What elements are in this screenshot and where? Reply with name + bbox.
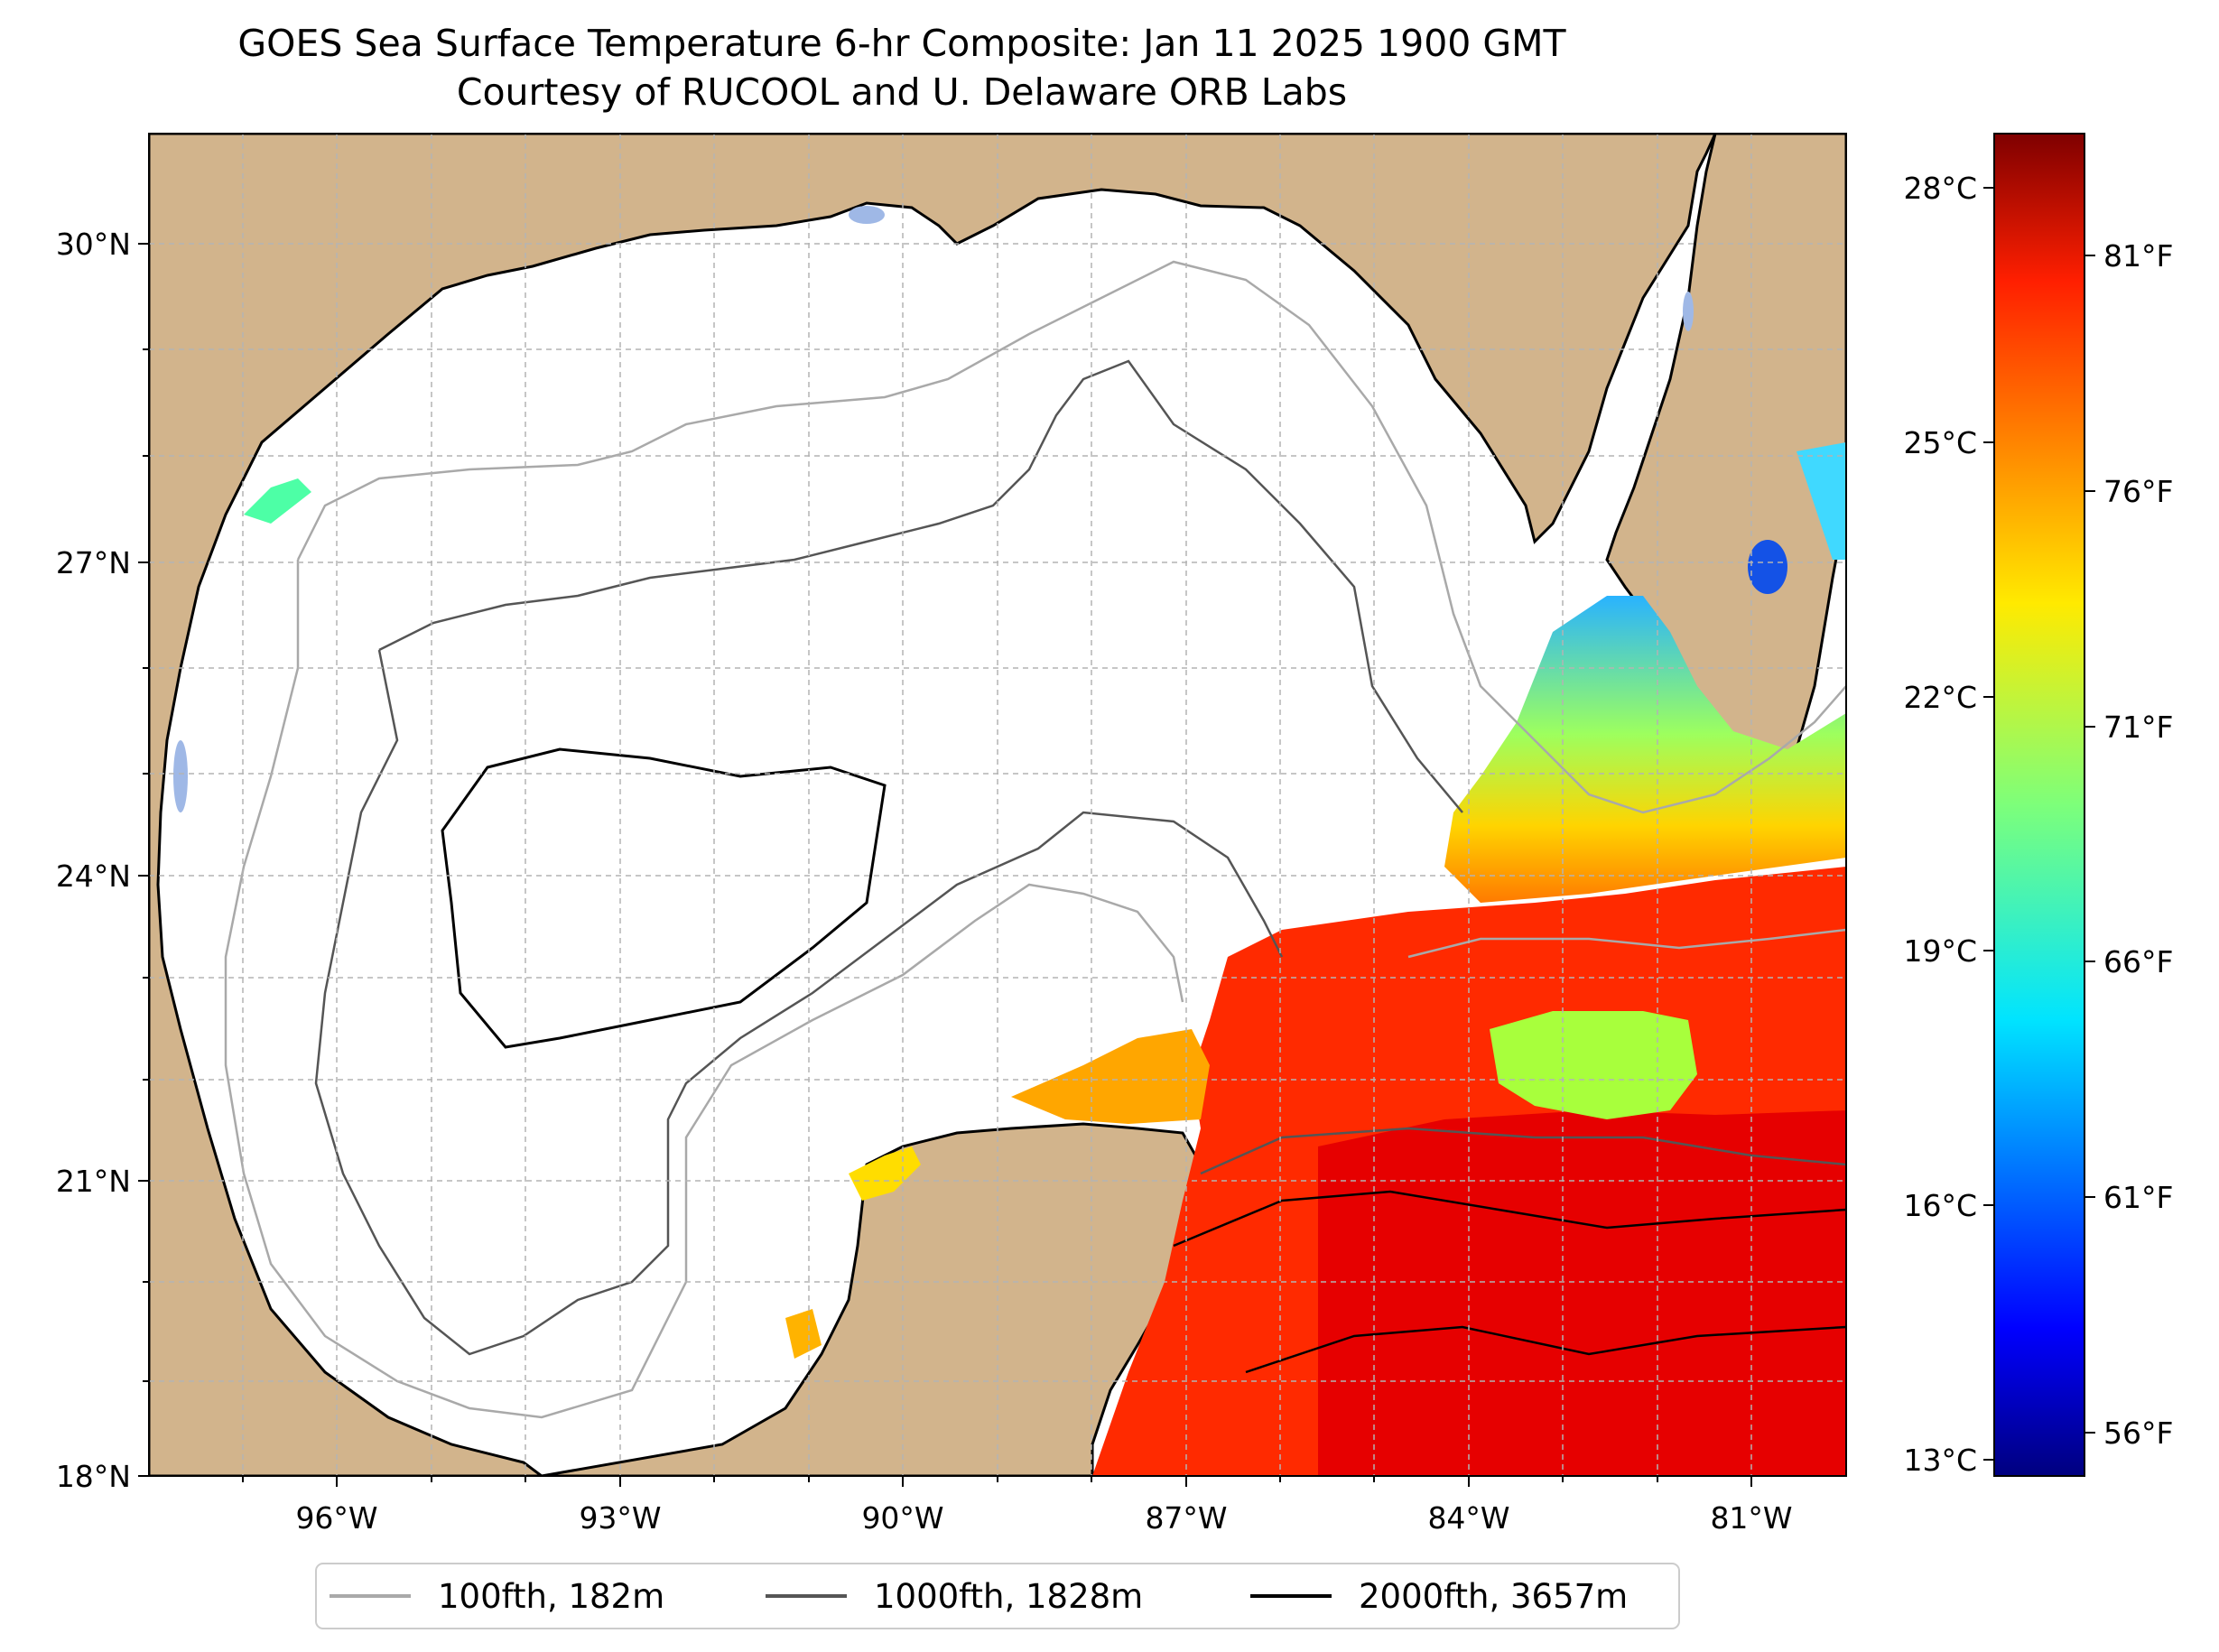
contour-caribbean-2000 bbox=[1173, 1190, 1846, 1374]
sst-deep-red bbox=[1318, 1110, 1846, 1476]
sst-eastern-gulf bbox=[1444, 596, 1846, 903]
legend-box bbox=[315, 1563, 1680, 1629]
cb-f-81: 81°F bbox=[2103, 238, 2173, 274]
lon-label-87: 87°W bbox=[1145, 1500, 1227, 1536]
lakes bbox=[173, 206, 1787, 812]
legend: 100fth, 182m 1000fth, 1828m 2000fth, 365… bbox=[315, 1563, 1680, 1629]
contour-100fth-south bbox=[224, 560, 1184, 1419]
legend-label-1000fth: 1000fth, 1828m bbox=[874, 1577, 1143, 1616]
legend-label-100fth: 100fth, 182m bbox=[438, 1577, 664, 1616]
cb-f-71: 71°F bbox=[2103, 710, 2173, 745]
sst-yucatan-west bbox=[785, 1309, 822, 1359]
land-us-gulf-coast bbox=[149, 134, 1717, 1476]
lon-label-84: 84°W bbox=[1427, 1500, 1509, 1536]
colorbar-celsius-labels: 28°C 25°C 22°C 19°C 16°C 13°C bbox=[1903, 171, 1977, 1478]
lake-pontchartrain bbox=[849, 206, 885, 224]
lat-label-30: 30°N bbox=[56, 227, 131, 262]
contour-100fth bbox=[296, 260, 1846, 814]
cb-c-16: 16°C bbox=[1903, 1188, 1977, 1223]
lon-label-90: 90°W bbox=[861, 1500, 943, 1536]
sst-texas-patch bbox=[244, 478, 311, 524]
colorbar bbox=[1993, 133, 2085, 1477]
map-gridlines bbox=[149, 134, 1846, 1476]
legend-label-2000fth: 2000fth, 3657m bbox=[1359, 1577, 1628, 1616]
contour-1000fth-north bbox=[378, 359, 1463, 813]
lat-label-27: 27°N bbox=[56, 545, 131, 580]
lon-label-93: 93°W bbox=[579, 1500, 661, 1536]
sst-cuba-south bbox=[1490, 1011, 1697, 1119]
sst-atlantic-strip bbox=[1797, 442, 1846, 560]
colorbar-ticks bbox=[1983, 187, 2095, 1461]
cb-f-61: 61°F bbox=[2103, 1180, 2173, 1215]
lat-labels: 30°N 27°N 24°N 21°N 18°N bbox=[56, 227, 131, 1494]
lake-south-texas bbox=[173, 740, 188, 812]
chart-title: GOES Sea Surface Temperature 6-hr Compos… bbox=[237, 22, 1566, 65]
sst-campeche-orange bbox=[1011, 1029, 1210, 1124]
cb-f-56: 56°F bbox=[2103, 1415, 2173, 1451]
lat-label-21: 21°N bbox=[56, 1164, 131, 1199]
chart-subtitle: Courtesy of RUCOOL and U. Delaware ORB L… bbox=[456, 70, 1348, 114]
lon-label-81: 81°W bbox=[1710, 1500, 1792, 1536]
lon-ticks bbox=[242, 1476, 1752, 1487]
colorbar-fahrenheit-labels: 81°F 76°F 71°F 66°F 61°F 56°F bbox=[2103, 238, 2173, 1451]
cb-c-13: 13°C bbox=[1903, 1443, 1977, 1478]
lon-labels: 96°W 93°W 90°W 87°W 84°W 81°W bbox=[295, 1500, 1792, 1536]
lat-ticks bbox=[138, 243, 149, 1477]
lake-central-fl bbox=[1683, 292, 1694, 331]
cb-c-19: 19°C bbox=[1903, 933, 1977, 969]
cb-c-22: 22°C bbox=[1903, 680, 1977, 715]
contour-2000fth-sigsbee bbox=[441, 747, 887, 1049]
lake-okeechobee bbox=[1748, 540, 1787, 594]
contour-1000fth bbox=[314, 649, 1284, 1356]
land-yucatan bbox=[541, 1122, 1202, 1476]
cb-c-25: 25°C bbox=[1903, 425, 1977, 460]
cb-f-76: 76°F bbox=[2103, 474, 2173, 509]
cb-f-66: 66°F bbox=[2103, 944, 2173, 979]
lat-label-24: 24°N bbox=[56, 858, 131, 894]
lat-label-18: 18°N bbox=[56, 1459, 131, 1494]
contour-caribbean-1000 bbox=[1200, 1127, 1846, 1175]
lon-label-96: 96°W bbox=[295, 1500, 377, 1536]
cb-c-28: 28°C bbox=[1903, 171, 1977, 206]
